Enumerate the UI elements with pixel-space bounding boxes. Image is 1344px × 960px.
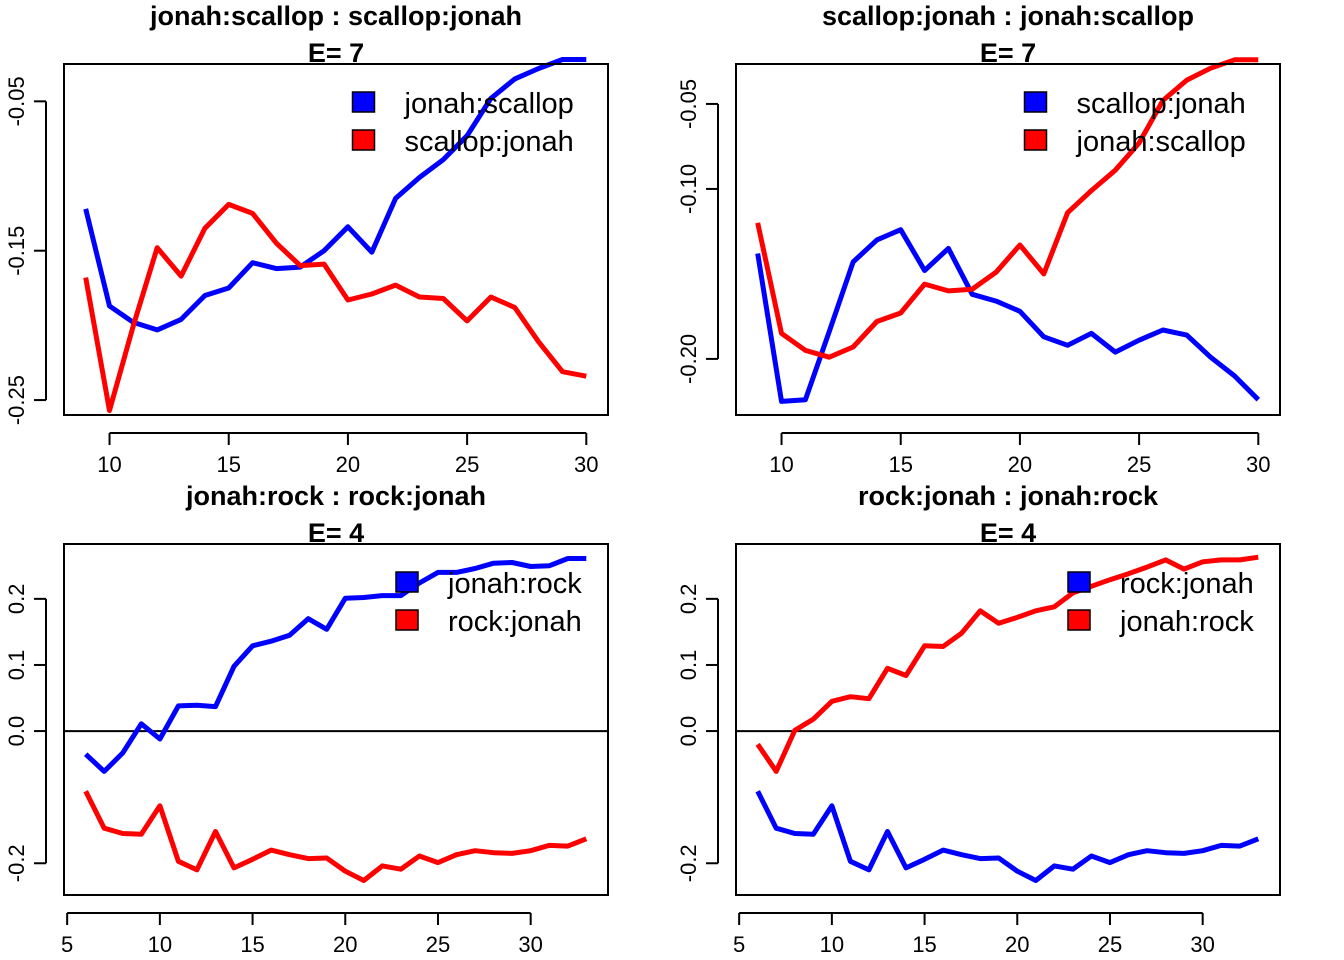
x-tick-label: 10 xyxy=(97,452,121,477)
plot-frame xyxy=(63,543,609,896)
plot-frame xyxy=(735,63,1281,416)
x-tick-label: 20 xyxy=(336,452,360,477)
legend-key xyxy=(1067,571,1091,593)
y-tick-label: -0.25 xyxy=(4,375,29,425)
x-tick-label: 30 xyxy=(1190,932,1214,957)
x-tick-label: 25 xyxy=(455,452,479,477)
x-tick-label: 10 xyxy=(148,932,172,957)
legend-key xyxy=(1067,609,1091,631)
x-tick-label: 10 xyxy=(769,452,793,477)
legend-key xyxy=(1023,129,1048,151)
series-line-1 xyxy=(755,790,1260,883)
chart-title: rock:jonah : jonah:rock xyxy=(858,481,1159,511)
x-tick-label: 30 xyxy=(574,452,598,477)
x-tick-label: 15 xyxy=(240,932,264,957)
legend-key xyxy=(351,129,376,151)
series-line-2 xyxy=(755,57,1259,360)
legend-label: jonah:rock xyxy=(1119,606,1254,638)
y-tick-label: 0.2 xyxy=(676,584,701,615)
y-tick-label: -0.05 xyxy=(676,79,701,129)
y-tick-label: 0.2 xyxy=(4,584,29,615)
x-tick-label: 25 xyxy=(1098,932,1122,957)
legend-label: rock:jonah xyxy=(1120,568,1254,600)
y-tick-label: -0.10 xyxy=(676,164,701,214)
x-tick-label: 5 xyxy=(61,932,73,957)
chart-title: jonah:rock : rock:jonah xyxy=(185,481,486,511)
series-line-2 xyxy=(83,201,587,413)
plot-frame xyxy=(63,63,609,416)
y-tick-label: -0.2 xyxy=(676,844,701,882)
x-tick-label: 5 xyxy=(733,932,745,957)
legend-label: scallop:jonah xyxy=(405,126,574,158)
series-line-2 xyxy=(755,554,1259,774)
x-tick-label: 15 xyxy=(888,452,912,477)
chart-title: jonah:scallop : scallop:jonah xyxy=(149,1,522,31)
y-tick-label: -0.2 xyxy=(4,844,29,882)
x-tick-label: 15 xyxy=(912,932,936,957)
y-tick-label: -0.20 xyxy=(676,334,701,384)
legend-key xyxy=(351,91,376,113)
x-tick-label: 10 xyxy=(820,932,844,957)
legend-label: scallop:jonah xyxy=(1077,88,1246,120)
y-tick-label: -0.05 xyxy=(4,76,29,126)
x-tick-label: 30 xyxy=(518,932,542,957)
y-tick-label: 0.1 xyxy=(676,650,701,681)
series-line-1 xyxy=(83,57,587,333)
y-tick-label: 0.0 xyxy=(4,716,29,747)
series-line-1 xyxy=(755,227,1261,404)
x-tick-label: 20 xyxy=(333,932,357,957)
series-line-1 xyxy=(83,556,587,774)
x-tick-label: 20 xyxy=(1005,932,1029,957)
legend-label: jonah:scallop xyxy=(404,88,574,120)
legend-label: jonah:rock xyxy=(447,568,582,600)
x-tick-label: 25 xyxy=(1127,452,1151,477)
x-tick-label: 15 xyxy=(216,452,240,477)
x-tick-label: 20 xyxy=(1008,452,1032,477)
chart-title: scallop:jonah : jonah:scallop xyxy=(822,1,1194,31)
y-tick-label: 0.0 xyxy=(676,716,701,747)
x-tick-label: 25 xyxy=(426,932,450,957)
legend-label: jonah:scallop xyxy=(1076,126,1246,158)
x-tick-label: 30 xyxy=(1246,452,1270,477)
y-tick-label: 0.1 xyxy=(4,650,29,681)
y-tick-label: -0.15 xyxy=(4,226,29,276)
legend-key xyxy=(395,571,419,593)
series-line-2 xyxy=(83,790,588,883)
legend-label: rock:jonah xyxy=(448,606,582,638)
legend-key xyxy=(395,609,419,631)
plot-frame xyxy=(735,543,1281,896)
legend-key xyxy=(1023,91,1048,113)
